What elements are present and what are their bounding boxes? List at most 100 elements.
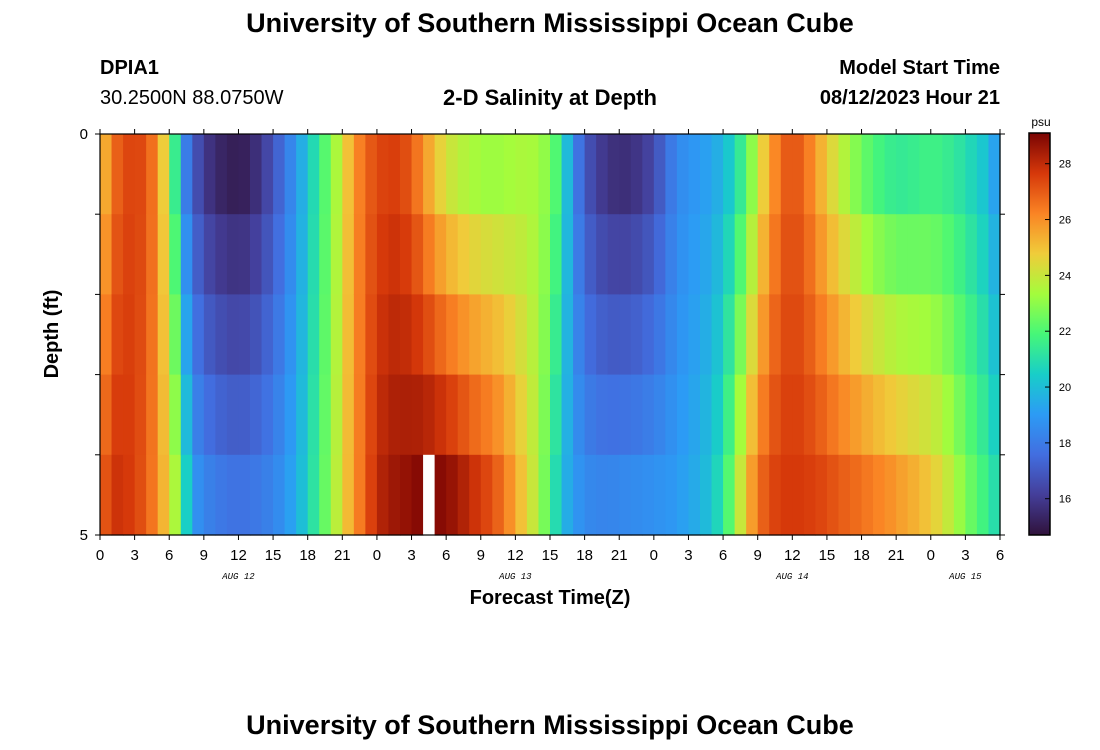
heatmap-cell (388, 374, 401, 456)
heatmap-cell (457, 374, 470, 456)
heatmap-cell (550, 374, 563, 456)
heatmap-cell (480, 374, 493, 456)
heatmap-cell (561, 454, 574, 536)
heatmap-cell (607, 454, 620, 536)
heatmap-cell (965, 454, 978, 536)
heatmap-cell (642, 134, 655, 215)
heatmap-cell (307, 454, 320, 536)
x-tick-label: 6 (165, 547, 173, 564)
x-tick-label: 12 (230, 547, 247, 564)
heatmap-cell (688, 214, 701, 295)
heatmap-cell (573, 294, 586, 376)
heatmap-cell (815, 294, 828, 376)
heatmap-cell (180, 454, 193, 536)
date-label: AUG 15 (948, 572, 982, 582)
heatmap-cell (100, 134, 113, 215)
heatmap-cell (896, 454, 909, 536)
heatmap-cell (353, 454, 366, 536)
heatmap-cell (676, 214, 690, 295)
heatmap-cell (238, 454, 251, 536)
colorbar-tick-label: 22 (1059, 326, 1071, 338)
heatmap-cell (330, 134, 343, 215)
heatmap-cell (700, 454, 713, 536)
heatmap-cell (342, 454, 355, 536)
heatmap-cell (953, 294, 966, 376)
x-tick-label: 12 (784, 547, 801, 564)
heatmap-cell (423, 134, 436, 215)
x-tick-label: 18 (576, 547, 593, 564)
heatmap-cell (688, 454, 701, 536)
heatmap-cell (896, 374, 909, 456)
x-tick-label: 9 (754, 547, 762, 564)
heatmap-cell (180, 214, 193, 295)
heatmap-cell (192, 134, 205, 215)
heatmap-cell (757, 214, 770, 295)
heatmap-cell (561, 134, 574, 215)
heatmap-cell (734, 214, 747, 295)
heatmap-cell (319, 454, 332, 536)
heatmap-cells (100, 134, 1001, 536)
heatmap-cell (884, 374, 897, 456)
heatmap-cell (250, 214, 263, 295)
heatmap-cell (953, 454, 966, 536)
heatmap-cell (492, 134, 505, 215)
heatmap-cell (446, 214, 459, 295)
heatmap-cell (723, 374, 736, 456)
heatmap-cell (873, 134, 886, 215)
heatmap-cell (365, 374, 378, 456)
heatmap-cell (688, 294, 701, 376)
heatmap-cell (642, 454, 655, 536)
heatmap-cell (780, 454, 793, 536)
heatmap-cell (111, 374, 124, 456)
heatmap-cell (988, 454, 1001, 536)
heatmap-cell (803, 294, 816, 376)
heatmap-cell (746, 134, 759, 215)
heatmap-cell (469, 374, 482, 456)
heatmap-cell (503, 214, 516, 295)
heatmap-cell (376, 134, 390, 215)
heatmap-cell (826, 454, 840, 536)
x-tick-label: 3 (407, 547, 415, 564)
heatmap-cell (480, 214, 493, 295)
heatmap-cell (353, 374, 366, 456)
heatmap-cell (792, 374, 805, 456)
heatmap-cell (711, 214, 724, 295)
heatmap-cell (238, 134, 251, 215)
heatmap-cell (296, 214, 309, 295)
heatmap-cell (400, 374, 413, 456)
heatmap-cell (780, 294, 793, 376)
heatmap-cell (388, 134, 401, 215)
heatmap-cell (930, 294, 943, 376)
heatmap-cell (930, 134, 943, 215)
heatmap-cell (746, 454, 759, 536)
heatmap-cell (215, 134, 228, 215)
heatmap-cell (688, 134, 701, 215)
heatmap-cell (123, 294, 136, 376)
top-title: University of Southern Mississippi Ocean… (246, 8, 854, 38)
heatmap-cell (838, 374, 851, 456)
heatmap-cell (676, 134, 690, 215)
heatmap-cell (596, 454, 609, 536)
heatmap-cell (261, 134, 274, 215)
heatmap-cell (376, 454, 390, 536)
heatmap-cell (342, 134, 355, 215)
heatmap-cell (584, 134, 597, 215)
heatmap-cell (596, 374, 609, 456)
heatmap-cell (665, 374, 678, 456)
heatmap-cell (953, 374, 966, 456)
heatmap-cell (850, 454, 863, 536)
heatmap-cell (515, 454, 528, 536)
heatmap-cell (919, 214, 932, 295)
colorbar-tick-label: 26 (1059, 215, 1071, 227)
heatmap-cell (965, 214, 978, 295)
heatmap-cell (330, 374, 343, 456)
heatmap-cell (607, 294, 620, 376)
heatmap-cell (146, 374, 159, 456)
heatmap-cell (815, 134, 828, 215)
heatmap-cell (123, 454, 136, 536)
heatmap-cell (296, 134, 309, 215)
heatmap-cell (630, 294, 643, 376)
heatmap-cell (584, 294, 597, 376)
heatmap-cell (238, 294, 251, 376)
heatmap-cell (653, 374, 666, 456)
